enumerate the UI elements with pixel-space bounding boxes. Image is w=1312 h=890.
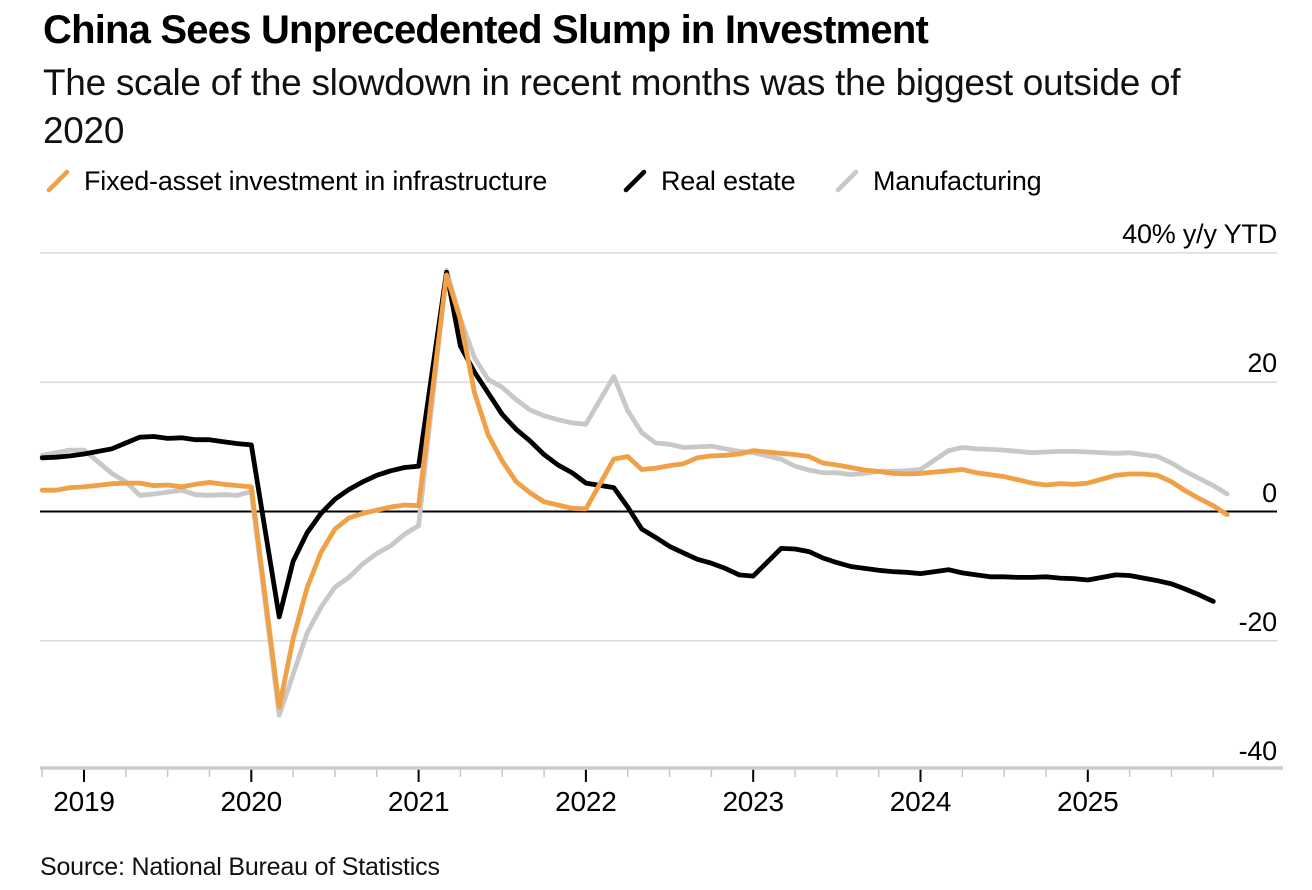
y-axis-label: 40% y/y YTD	[1122, 218, 1277, 249]
y-axis-label: 20	[1247, 348, 1277, 379]
series-line-manufacturing	[39, 268, 1230, 718]
real-estate-slash-icon	[623, 169, 647, 193]
legend-item-real-estate: Real estate	[622, 165, 796, 196]
y-axis-label: -40	[1238, 736, 1278, 767]
infrastructure-slash-icon	[46, 169, 70, 193]
x-axis-label: 2019	[53, 786, 115, 817]
legend-item-infrastructure: Fixed-asset investment in infrastructure	[45, 166, 547, 196]
x-axis-label: 2021	[387, 786, 450, 817]
manufacturing-slash-icon	[835, 169, 859, 193]
x-axis-label: 2020	[220, 786, 283, 817]
y-axis-label: -20	[1238, 606, 1278, 637]
x-axis-label: 2024	[889, 786, 952, 817]
page-subtitle-line1: The scale of the slowdown in recent mont…	[43, 62, 1181, 103]
legend-label-real-estate: Real estate	[661, 165, 796, 196]
y-axis-label: 0	[1262, 477, 1277, 508]
page-title: China Sees Unprecedented Slump in Invest…	[43, 8, 929, 52]
legend-label-infrastructure: Fixed-asset investment in infrastructure	[84, 165, 548, 196]
x-axis-label: 2025	[1057, 786, 1119, 817]
series-line-real-estate	[39, 269, 1216, 620]
page-subtitle-line2: 2020	[43, 110, 125, 151]
series-line-fixed-asset-investment-in-infrastructure	[39, 272, 1230, 710]
x-axis-label: 2023	[722, 786, 784, 817]
x-axis-label: 2022	[555, 786, 617, 817]
legend-label-manufacturing: Manufacturing	[873, 165, 1042, 196]
legend-item-manufacturing: Manufacturing	[834, 166, 1042, 196]
source-note: Source: National Bureau of Statistics	[40, 853, 440, 881]
